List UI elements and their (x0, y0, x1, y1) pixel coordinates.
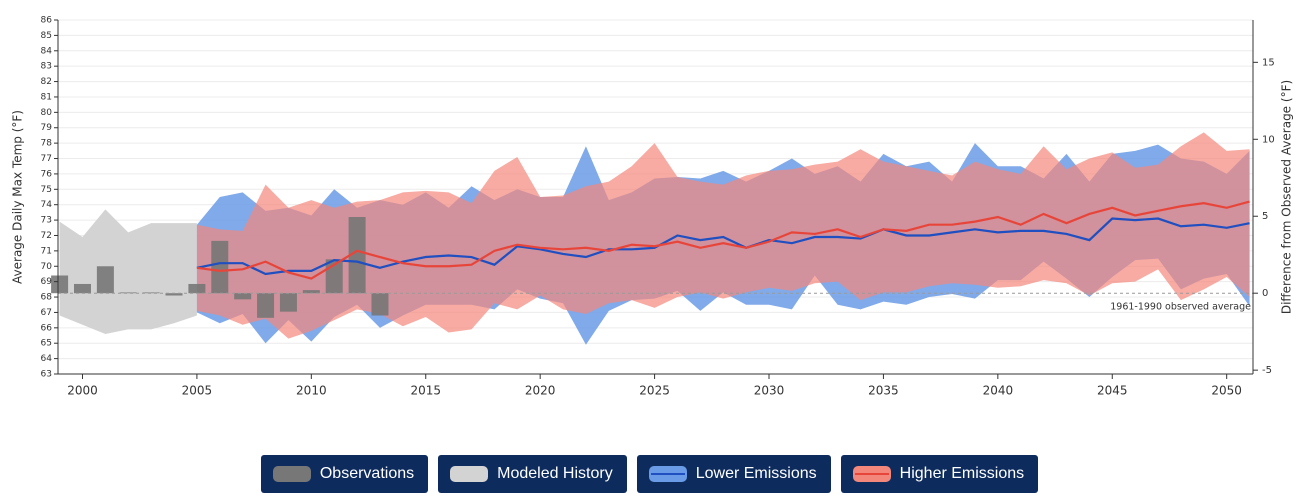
data (51, 132, 1250, 345)
y-tick-label: 71 (41, 246, 52, 256)
observation-bar (279, 293, 297, 312)
observation-bar (234, 293, 252, 300)
legend-swatch (648, 466, 687, 482)
x-tick-label: 2035 (868, 384, 899, 398)
y-tick-label: 78 (41, 139, 53, 149)
y-tick-label: 72 (41, 231, 52, 241)
legend-line (854, 473, 889, 475)
observation-bar (73, 283, 91, 294)
observation-bar (165, 293, 183, 296)
observation-bar (302, 290, 320, 294)
observation-bar (371, 293, 389, 316)
legend-button[interactable]: Modeled History (438, 455, 627, 493)
legend-button[interactable]: Observations (260, 455, 429, 493)
observation-bar (96, 266, 114, 294)
y-tick-label: 86 (41, 16, 53, 26)
y-tick-label: 70 (41, 262, 53, 272)
y-tick-label: 64 (41, 354, 53, 364)
x-tick-label: 2050 (1211, 384, 1242, 398)
median-line (196, 200, 1250, 280)
y-tick-label: 76 (41, 169, 53, 179)
y-tick-label: 75 (41, 185, 52, 195)
x-tick-label: 2000 (67, 384, 98, 398)
range-band (196, 132, 1250, 339)
x-tick-label: 2040 (983, 384, 1014, 398)
y-tick-label: 84 (41, 46, 53, 56)
legend-label: Higher Emissions (899, 465, 1025, 482)
x-tick-label: 2020 (525, 384, 556, 398)
y-tick-label: 85 (41, 31, 52, 41)
legend-label: Modeled History (497, 465, 613, 482)
y-tick-label: 82 (41, 77, 52, 87)
y-tick-label: 67 (41, 308, 52, 318)
y-tick-label: 73 (41, 216, 52, 226)
legend-swatch (450, 466, 489, 482)
y-tick-label: 79 (41, 123, 53, 133)
legend: Observations Modeled History Lower Emissio… (0, 455, 1299, 493)
x-tick-label: 2025 (639, 384, 670, 398)
y-tick-label: 63 (41, 370, 52, 380)
observation-bar (348, 217, 366, 294)
chart: Average Daily Max Temp (°F) Difference f… (11, 16, 1294, 398)
y-tick-label: 83 (41, 62, 52, 72)
y2-tick-label: 5 (1262, 211, 1268, 222)
y-tick-label: 69 (41, 277, 53, 287)
y2-tick-label: 10 (1262, 134, 1275, 145)
legend-swatch (852, 466, 891, 482)
y-tick-label: 68 (41, 293, 53, 303)
observation-bar (188, 283, 206, 294)
y2-tick-label: -5 (1262, 365, 1272, 376)
x-tick-label: 2015 (410, 384, 441, 398)
legend-label: Observations (319, 465, 415, 482)
observation-bar (119, 292, 137, 294)
x-tick-label: 2045 (1097, 384, 1128, 398)
y-tick-label: 66 (41, 323, 53, 333)
x-tick-label: 2010 (296, 384, 327, 398)
y-tick-label: 80 (41, 108, 53, 118)
y-tick-label: 65 (41, 339, 52, 349)
legend-button[interactable]: Higher Emissions (840, 455, 1039, 493)
observation-bar (211, 240, 229, 294)
observation-bar (142, 292, 160, 294)
legend-button[interactable]: Lower Emissions (636, 455, 831, 493)
observation-bar (51, 275, 69, 294)
legend-swatch (272, 466, 311, 482)
baseline-annotation: 1961-1990 observed average (1110, 302, 1251, 313)
y-tick-label: 77 (41, 154, 52, 164)
y-axis-label: Average Daily Max Temp (°F) (11, 110, 25, 284)
y2-tick-label: 15 (1262, 57, 1275, 68)
axes: 63 64 65 66 67 68 69 70 71 72 73 74 75 76 77 78 79 80 81 82… (41, 16, 1275, 398)
legend-line (650, 473, 685, 475)
y2-axis-label: Difference from Observed Average (°F) (1280, 80, 1294, 314)
x-tick-label: 2005 (182, 384, 213, 398)
legend-label: Lower Emissions (695, 465, 817, 482)
x-tick-label: 2030 (754, 384, 785, 398)
observation-bar (257, 293, 275, 318)
y-tick-label: 74 (41, 200, 53, 210)
y-tick-label: 81 (41, 92, 52, 102)
y2-tick-label: 0 (1262, 288, 1268, 299)
range-band (59, 209, 197, 334)
median-line (196, 217, 1250, 276)
